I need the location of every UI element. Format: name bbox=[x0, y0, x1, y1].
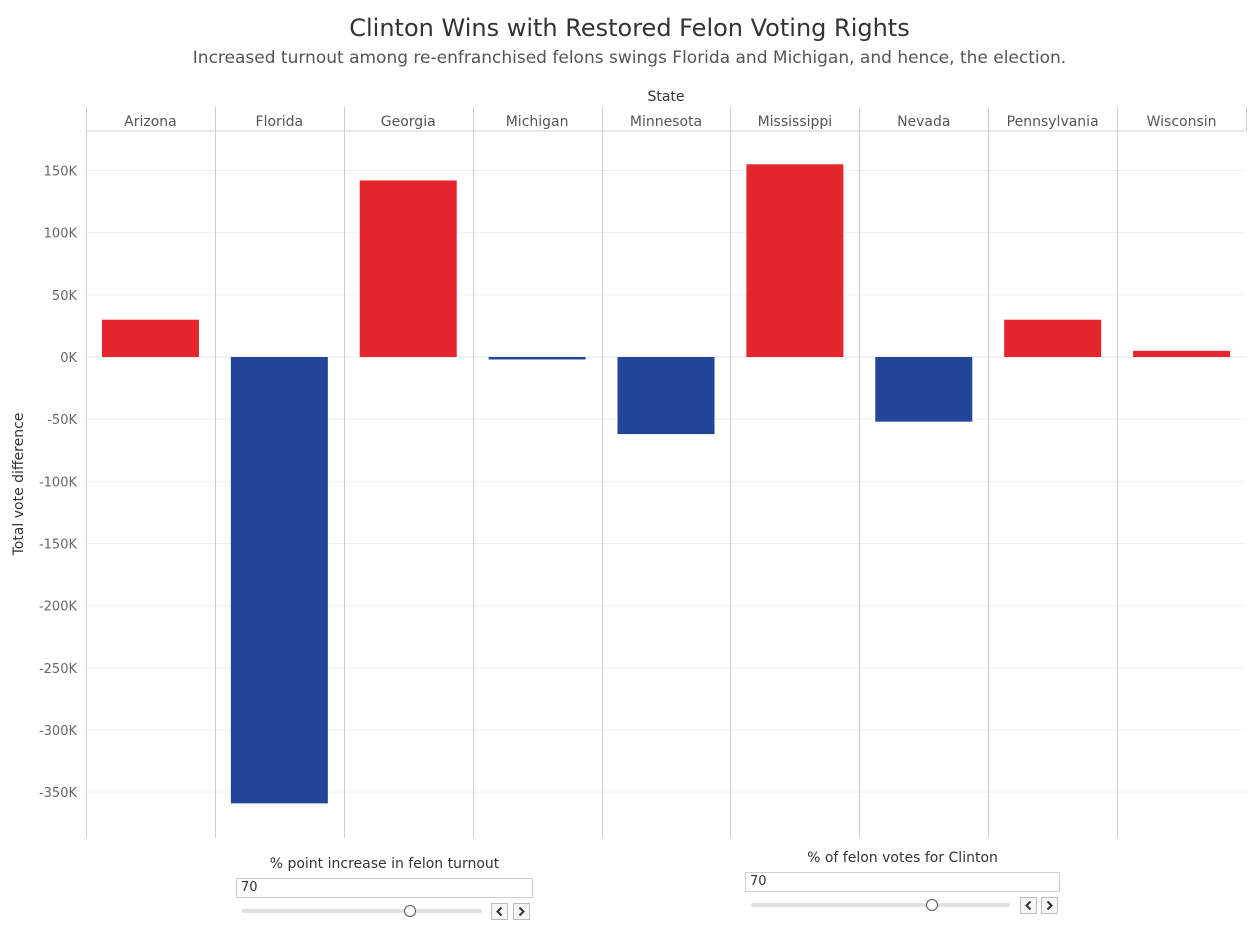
bar bbox=[618, 357, 715, 434]
bar-chart: 150K 100K 50K 0K -50K -100K -150K -200K -250K -30… bbox=[0, 0, 1259, 850]
column-header: State bbox=[647, 89, 684, 105]
y-tick-label: -200K bbox=[39, 600, 78, 615]
clinton-share-prev-button[interactable] bbox=[1020, 897, 1037, 914]
clinton-share-next-button[interactable] bbox=[1041, 897, 1058, 914]
chevron-left-icon bbox=[492, 904, 507, 919]
bar bbox=[360, 180, 457, 357]
state-label: Wisconsin bbox=[1147, 114, 1217, 130]
y-tick-label: 150K bbox=[44, 165, 78, 180]
clinton-share-slider[interactable] bbox=[751, 903, 1010, 907]
y-tick-label: -100K bbox=[39, 475, 78, 490]
y-tick-label: -150K bbox=[39, 538, 78, 553]
turnout-slider[interactable] bbox=[242, 909, 482, 913]
chevron-right-icon bbox=[514, 904, 529, 919]
y-tick-label: 0K bbox=[60, 351, 77, 366]
y-tick-label: -250K bbox=[39, 662, 78, 677]
state-label: Florida bbox=[256, 114, 304, 130]
bar bbox=[746, 164, 843, 357]
turnout-next-button[interactable] bbox=[513, 903, 530, 920]
clinton-share-slider-thumb[interactable] bbox=[926, 899, 938, 911]
chevron-left-icon bbox=[1021, 898, 1036, 913]
y-tick-label: -350K bbox=[39, 786, 78, 801]
state-label: Mississippi bbox=[758, 114, 833, 130]
state-label: Nevada bbox=[897, 114, 950, 130]
y-tick-label: 50K bbox=[52, 289, 78, 304]
turnout-prev-button[interactable] bbox=[491, 903, 508, 920]
bar bbox=[875, 357, 972, 422]
clinton-share-value-input[interactable]: 70 bbox=[745, 872, 1060, 892]
turnout-control-label: % point increase in felon turnout bbox=[236, 856, 533, 872]
bar bbox=[1133, 351, 1230, 357]
state-label: Arizona bbox=[124, 114, 177, 130]
turnout-value-input[interactable]: 70 bbox=[236, 878, 533, 898]
bar bbox=[489, 357, 586, 359]
clinton-share-control-label: % of felon votes for Clinton bbox=[745, 850, 1060, 866]
bar bbox=[231, 357, 328, 803]
y-axis-title: Total vote difference bbox=[11, 413, 27, 557]
turnout-slider-thumb[interactable] bbox=[404, 905, 416, 917]
y-tick-label: -50K bbox=[47, 413, 77, 428]
state-label: Michigan bbox=[506, 114, 569, 130]
state-label: Minnesota bbox=[630, 114, 702, 130]
bar bbox=[1004, 320, 1101, 357]
state-label: Georgia bbox=[381, 114, 436, 130]
chevron-right-icon bbox=[1042, 898, 1057, 913]
bar bbox=[102, 320, 199, 357]
y-tick-label: 100K bbox=[44, 227, 78, 242]
y-tick-label: -300K bbox=[39, 724, 78, 739]
state-label: Pennsylvania bbox=[1007, 114, 1099, 130]
